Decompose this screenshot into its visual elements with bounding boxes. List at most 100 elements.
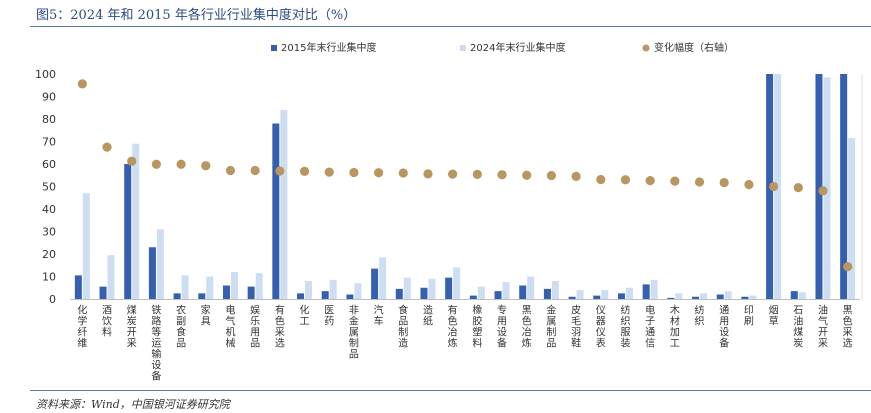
- change-point: [645, 175, 655, 186]
- bar-2024: [255, 273, 263, 299]
- bar-2015: [494, 291, 502, 299]
- y-tick-label: 10: [42, 271, 56, 284]
- bar-2015: [519, 285, 527, 299]
- change-point: [793, 183, 803, 193]
- x-tick-label: 化学纤维: [77, 304, 87, 350]
- bar-2015: [371, 268, 379, 299]
- bar-2024: [230, 272, 238, 299]
- bar-2024: [403, 277, 411, 299]
- bar-2015: [272, 123, 280, 299]
- y-tick-label: 20: [42, 248, 56, 261]
- change-point: [818, 186, 828, 196]
- x-tick-label: 食品制造: [398, 304, 408, 350]
- x-tick-label: 家具: [201, 304, 211, 328]
- legend-label-2015: 2015年末行业集中度: [281, 41, 376, 54]
- x-tick-label: 电子通信: [645, 304, 655, 350]
- x-tick-label: 纺织: [695, 304, 705, 328]
- x-tick-label: 汽车: [374, 304, 384, 328]
- bar-2015: [840, 74, 848, 299]
- bar-2024: [823, 77, 831, 299]
- bar-2015: [148, 247, 156, 299]
- bar-2015: [420, 287, 428, 299]
- x-tick-label: 金属制品: [546, 304, 556, 350]
- bar-2015: [346, 294, 354, 299]
- bar-2024: [749, 295, 757, 299]
- change-point: [423, 169, 433, 179]
- bar-2015: [445, 277, 453, 299]
- x-tick-label: 通用设备: [719, 305, 729, 350]
- x-tick-label: 仪器仪表: [596, 305, 606, 350]
- bar-2024: [527, 276, 535, 299]
- change-point: [546, 170, 557, 181]
- change-point: [324, 167, 334, 177]
- x-tick-label: 煤炭开采: [127, 304, 137, 350]
- bar-2015: [247, 286, 255, 299]
- y-tick-label: 30: [42, 226, 56, 239]
- change-point: [349, 167, 359, 178]
- y-tick-label: 70: [42, 136, 56, 149]
- bar-2024: [82, 193, 90, 299]
- legend-label-2024: 2024年末行业集中度: [470, 41, 565, 54]
- bar-2015: [395, 288, 403, 299]
- bar-2015: [297, 293, 305, 299]
- bar-2015: [469, 295, 477, 299]
- bar-2015: [74, 275, 82, 299]
- bar-2015: [593, 295, 601, 299]
- bar-2024: [181, 275, 189, 299]
- change-point: [398, 168, 408, 178]
- x-tick-label: 有色采选: [275, 304, 285, 350]
- bar-2024: [280, 110, 288, 299]
- bar-2015: [790, 291, 798, 299]
- bar-2024: [625, 287, 633, 299]
- change-point: [201, 161, 211, 171]
- y-tick-label: 0: [49, 293, 56, 306]
- x-tick-label: 烟草: [769, 304, 779, 328]
- bar-2015: [321, 291, 329, 299]
- bar-2024: [132, 143, 140, 299]
- figure-title: 图5：2024 年和 2015 年各行业行业集中度对比（%）: [36, 8, 357, 23]
- bar-2015: [222, 285, 230, 299]
- bar-2015: [99, 286, 107, 299]
- bar-2015: [716, 294, 724, 299]
- change-point: [250, 165, 260, 176]
- bar-2024: [848, 138, 856, 299]
- legend-swatch-change: [642, 44, 650, 52]
- change-point: [694, 177, 705, 187]
- bar-2024: [502, 282, 510, 299]
- legend-label-change: 变化幅度（右轴）: [654, 41, 734, 54]
- bar-2024: [601, 290, 609, 299]
- y-tick-label: 80: [42, 113, 56, 126]
- x-tick-label: 橡胶塑料: [472, 304, 482, 350]
- x-tick-label: 非金属制品: [349, 305, 359, 361]
- bar-2015: [198, 293, 206, 299]
- bar-2024: [156, 229, 164, 299]
- bar-2024: [551, 281, 559, 299]
- change-point: [127, 156, 137, 166]
- x-tick-label: 黑色采选: [843, 305, 853, 350]
- source-rule: [30, 390, 871, 391]
- change-point: [176, 159, 186, 169]
- change-point: [620, 175, 631, 185]
- bar-2015: [815, 74, 823, 299]
- bar-2015: [741, 296, 749, 299]
- bar-2024: [329, 279, 337, 299]
- x-tick-label: 农副食品: [176, 304, 186, 350]
- bar-2015: [617, 293, 625, 299]
- x-tick-label: 油气开采: [818, 304, 828, 350]
- change-point: [77, 79, 87, 89]
- x-tick-label: 纺织服装: [620, 304, 630, 350]
- change-point: [151, 159, 162, 169]
- bar-2015: [124, 164, 132, 299]
- bar-2024: [700, 293, 708, 299]
- x-tick-label: 酒饮料: [102, 305, 112, 339]
- change-point: [522, 170, 532, 180]
- bar-2024: [798, 292, 806, 299]
- change-point: [225, 165, 236, 176]
- bar-2024: [305, 281, 313, 299]
- change-point: [472, 169, 482, 180]
- title-rule: [30, 26, 871, 27]
- bar-2024: [724, 291, 732, 299]
- bar-2024: [206, 276, 214, 299]
- bar-2024: [453, 267, 461, 299]
